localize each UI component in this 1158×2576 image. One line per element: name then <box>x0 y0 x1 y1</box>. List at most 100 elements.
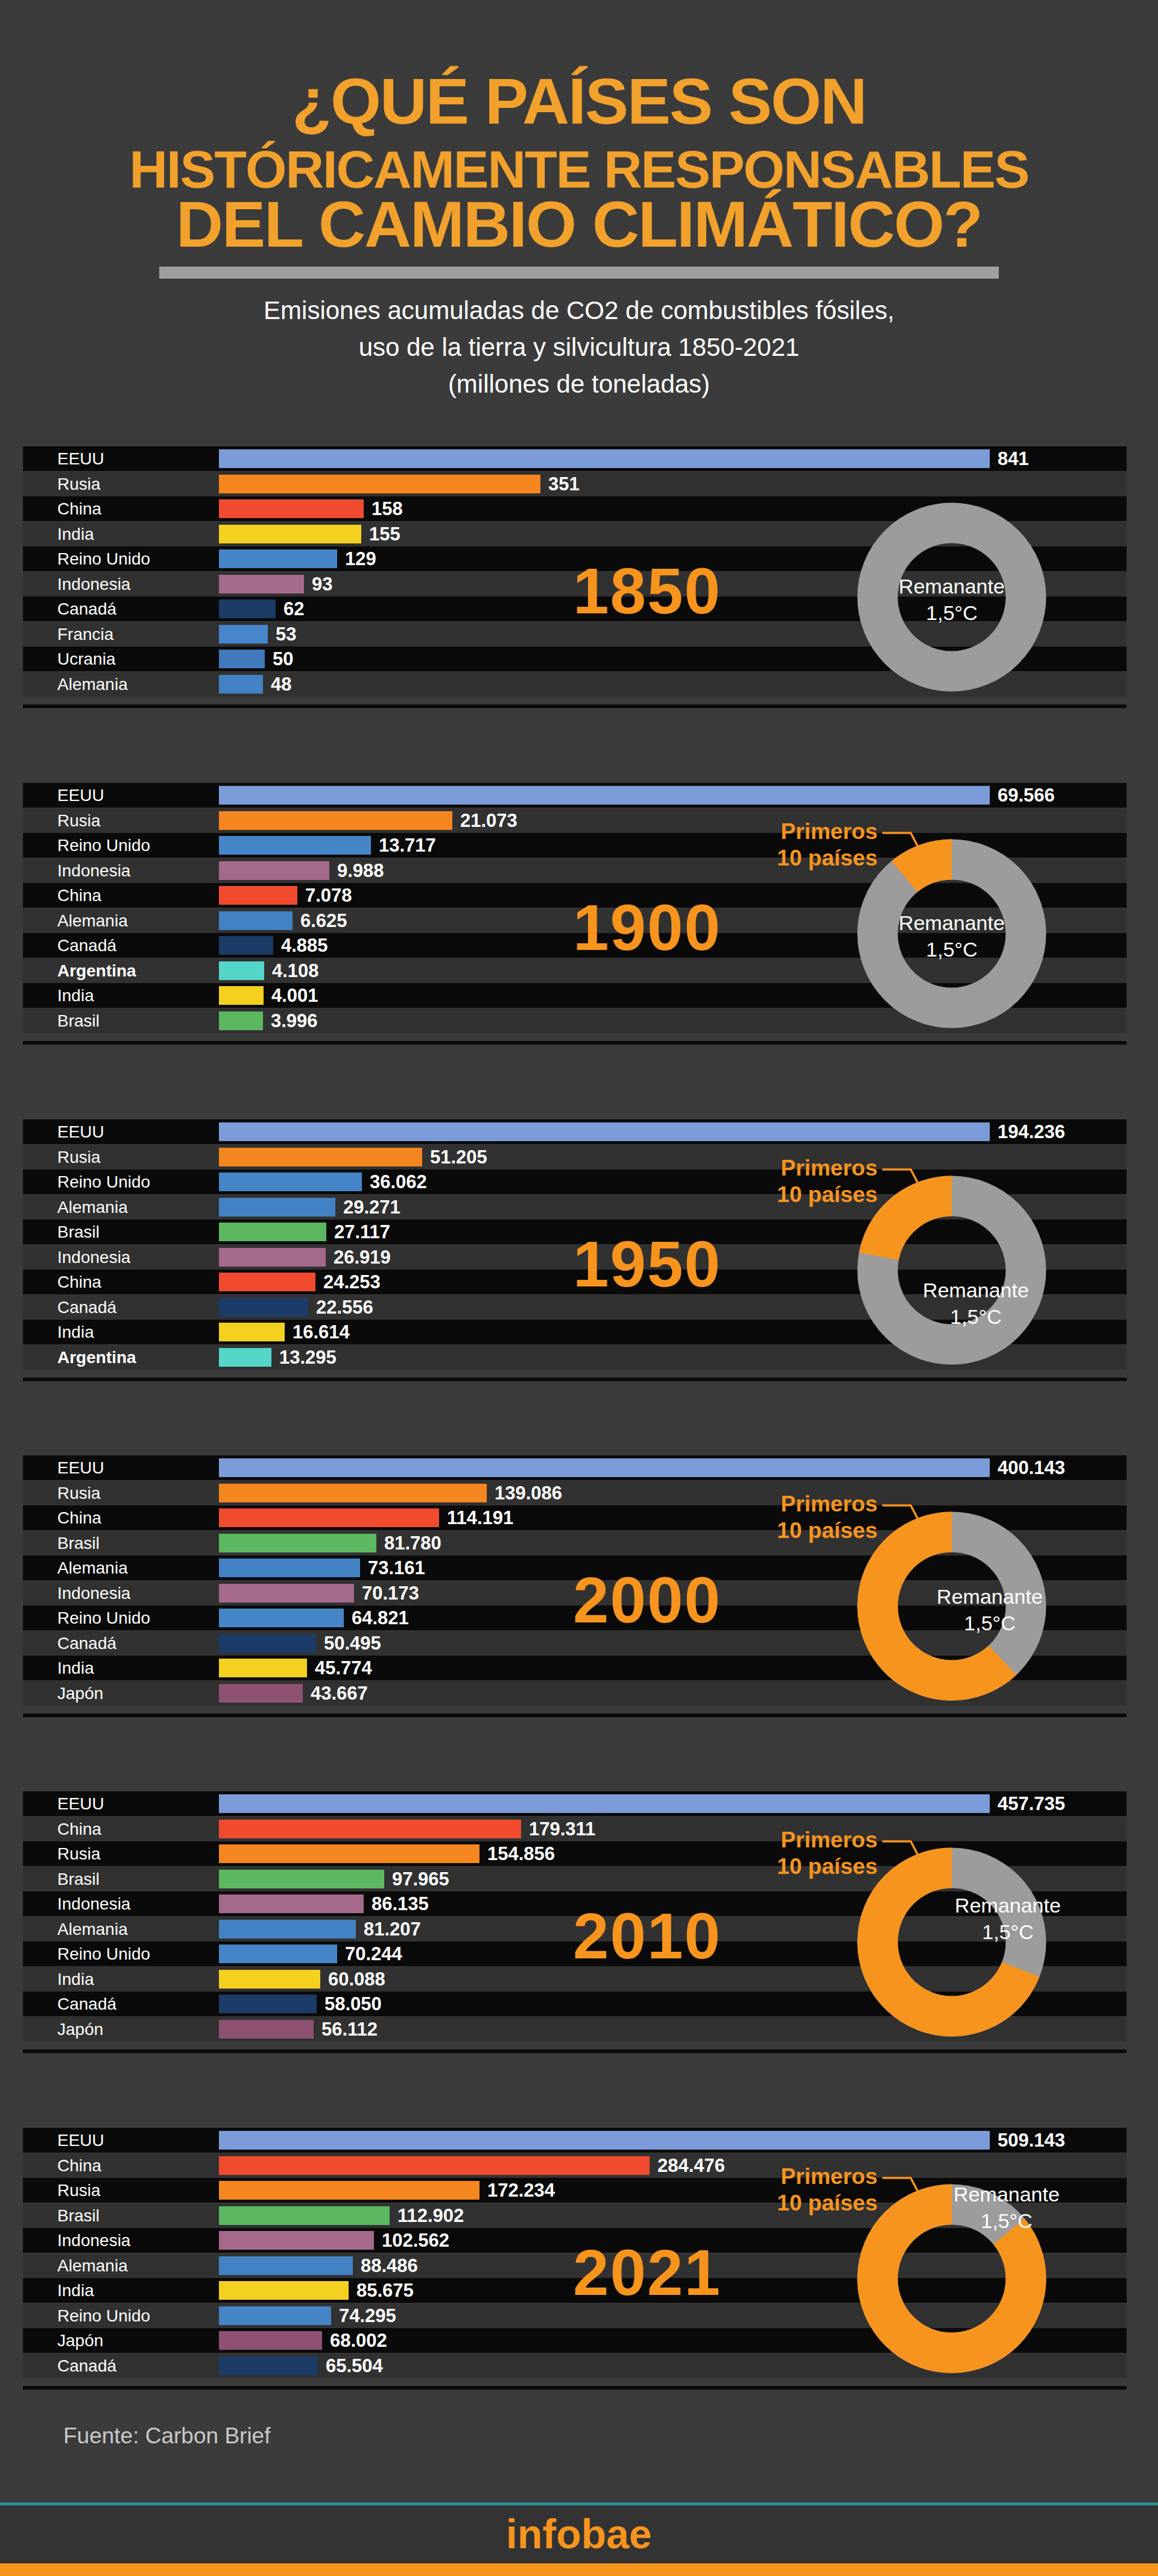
value-label: 70.173 <box>362 1581 419 1606</box>
section-bottom-rule <box>23 704 1127 708</box>
country-label: China <box>57 1270 101 1294</box>
bar <box>219 625 268 644</box>
country-label: China <box>57 496 101 521</box>
bar <box>219 1870 384 1888</box>
country-label: EEUU <box>57 446 104 471</box>
bar <box>219 2131 990 2150</box>
bar <box>219 1273 315 1291</box>
country-label: EEUU <box>57 1119 104 1144</box>
country-label: Indonesia <box>57 1245 130 1270</box>
row-1900-EEUU: EEUU69.566 <box>23 783 1127 808</box>
bar <box>219 1584 354 1603</box>
value-label: 36.062 <box>370 1169 427 1194</box>
bar <box>219 1820 521 1838</box>
value-label: 841 <box>998 446 1029 471</box>
bar <box>219 1995 317 2013</box>
country-label: China <box>57 1817 101 1841</box>
bar <box>219 1458 990 1477</box>
value-label: 114.191 <box>447 1505 513 1530</box>
bar <box>219 936 273 955</box>
year-label: 1950 <box>573 1231 721 1297</box>
bar <box>219 499 364 518</box>
country-label: Brasil <box>57 1531 100 1555</box>
title-divider-rule <box>159 267 999 279</box>
country-label: Brasil <box>57 1220 100 1244</box>
year-label: 2000 <box>573 1567 721 1633</box>
footer-orange-strip <box>0 2563 1158 2576</box>
country-label: Alemania <box>57 1555 128 1580</box>
remnant-label: Remanante1,5°C <box>849 910 1054 963</box>
remnant-label: Remanante1,5°C <box>849 573 1054 626</box>
bar <box>219 2306 331 2325</box>
value-label: 172.234 <box>487 2178 555 2203</box>
value-label: 457.735 <box>998 1791 1065 1816</box>
bar <box>219 525 361 543</box>
value-label: 62 <box>283 597 304 621</box>
bar <box>219 986 264 1005</box>
top10-connector-line <box>878 1165 932 1201</box>
value-label: 16.614 <box>293 1320 350 1344</box>
bar <box>219 1945 337 1963</box>
country-label: India <box>57 983 94 1008</box>
row-1950-EEUU: EEUU 194.236 <box>23 1119 1127 1144</box>
value-label: 43.667 <box>311 1681 368 1706</box>
bar <box>219 2356 318 2375</box>
section-bottom-rule <box>23 2049 1127 2053</box>
chart-subtitle: Emisiones acumuladas de CO2 de combustib… <box>0 292 1158 402</box>
country-label: India <box>57 1320 94 1344</box>
value-label: 70.244 <box>345 1941 402 1966</box>
country-label: Argentina <box>57 1345 136 1370</box>
country-label: Reino Unido <box>57 2303 150 2328</box>
country-label: Japón <box>57 2017 103 2042</box>
bar <box>219 1348 271 1367</box>
remnant-label: Remanante1,5°C <box>887 1583 1092 1636</box>
value-label: 4.108 <box>272 958 319 983</box>
year-label: 1850 <box>573 558 721 624</box>
value-label: 27.117 <box>334 1220 390 1244</box>
bar <box>219 1634 316 1653</box>
bar <box>219 475 540 493</box>
section-1900: EEUU69.566Rusia21.073Reino Unido13.717In… <box>0 783 1158 1121</box>
country-label: Rusia <box>57 1145 101 1169</box>
bar <box>219 2181 479 2200</box>
value-label: 51.205 <box>430 1145 487 1169</box>
row-1900-Rusia: Rusia21.073 <box>23 808 1127 833</box>
subtitle-line2: uso de la tierra y silvicultura 1850-202… <box>0 329 1158 366</box>
value-label: 86.135 <box>372 1891 429 1916</box>
bar <box>219 1323 285 1341</box>
value-label: 13.717 <box>379 833 436 858</box>
country-label: India <box>57 2278 94 2303</box>
value-label: 56.112 <box>321 2017 378 2042</box>
country-label: Rusia <box>57 808 101 833</box>
country-label: India <box>57 1967 94 1992</box>
value-label: 129 <box>345 546 376 571</box>
row-1850-EEUU: EEUU 841 <box>23 446 1127 471</box>
bar <box>219 861 329 880</box>
bar <box>219 2281 349 2300</box>
bar <box>219 1794 990 1813</box>
country-label: Canadá <box>57 2353 116 2378</box>
value-label: 81.780 <box>384 1531 441 1555</box>
value-label: 158 <box>372 496 403 521</box>
top10-label: Primeros10 países <box>666 2163 878 2217</box>
top10-connector-line <box>878 1501 932 1537</box>
bar <box>219 1894 364 1913</box>
top10-connector-line <box>878 2173 932 2209</box>
bar <box>219 2206 390 2225</box>
section-2021: EEUU509.143China284.476Rusia172.234Brasi… <box>0 2128 1158 2466</box>
section-1950: EEUU194.236Rusia51.205Reino Unido36.062A… <box>0 1119 1158 1457</box>
top10-connector-line <box>878 1837 932 1873</box>
value-label: 48 <box>271 672 291 697</box>
top10-label: Primeros10 países <box>666 1155 878 1208</box>
bar <box>219 675 263 694</box>
remnant-label: Remanante1,5°C <box>873 1277 1078 1330</box>
bar <box>219 1609 344 1627</box>
country-label: EEUU <box>57 1791 104 1816</box>
value-label: 194.236 <box>998 1119 1065 1144</box>
country-label: China <box>57 883 101 908</box>
value-label: 155 <box>369 522 400 546</box>
value-label: 509.143 <box>998 2128 1065 2153</box>
top10-label: Primeros10 países <box>666 818 878 872</box>
country-label: Argentina <box>57 958 136 983</box>
row-2000-Rusia: Rusia139.086 <box>23 1481 1127 1505</box>
